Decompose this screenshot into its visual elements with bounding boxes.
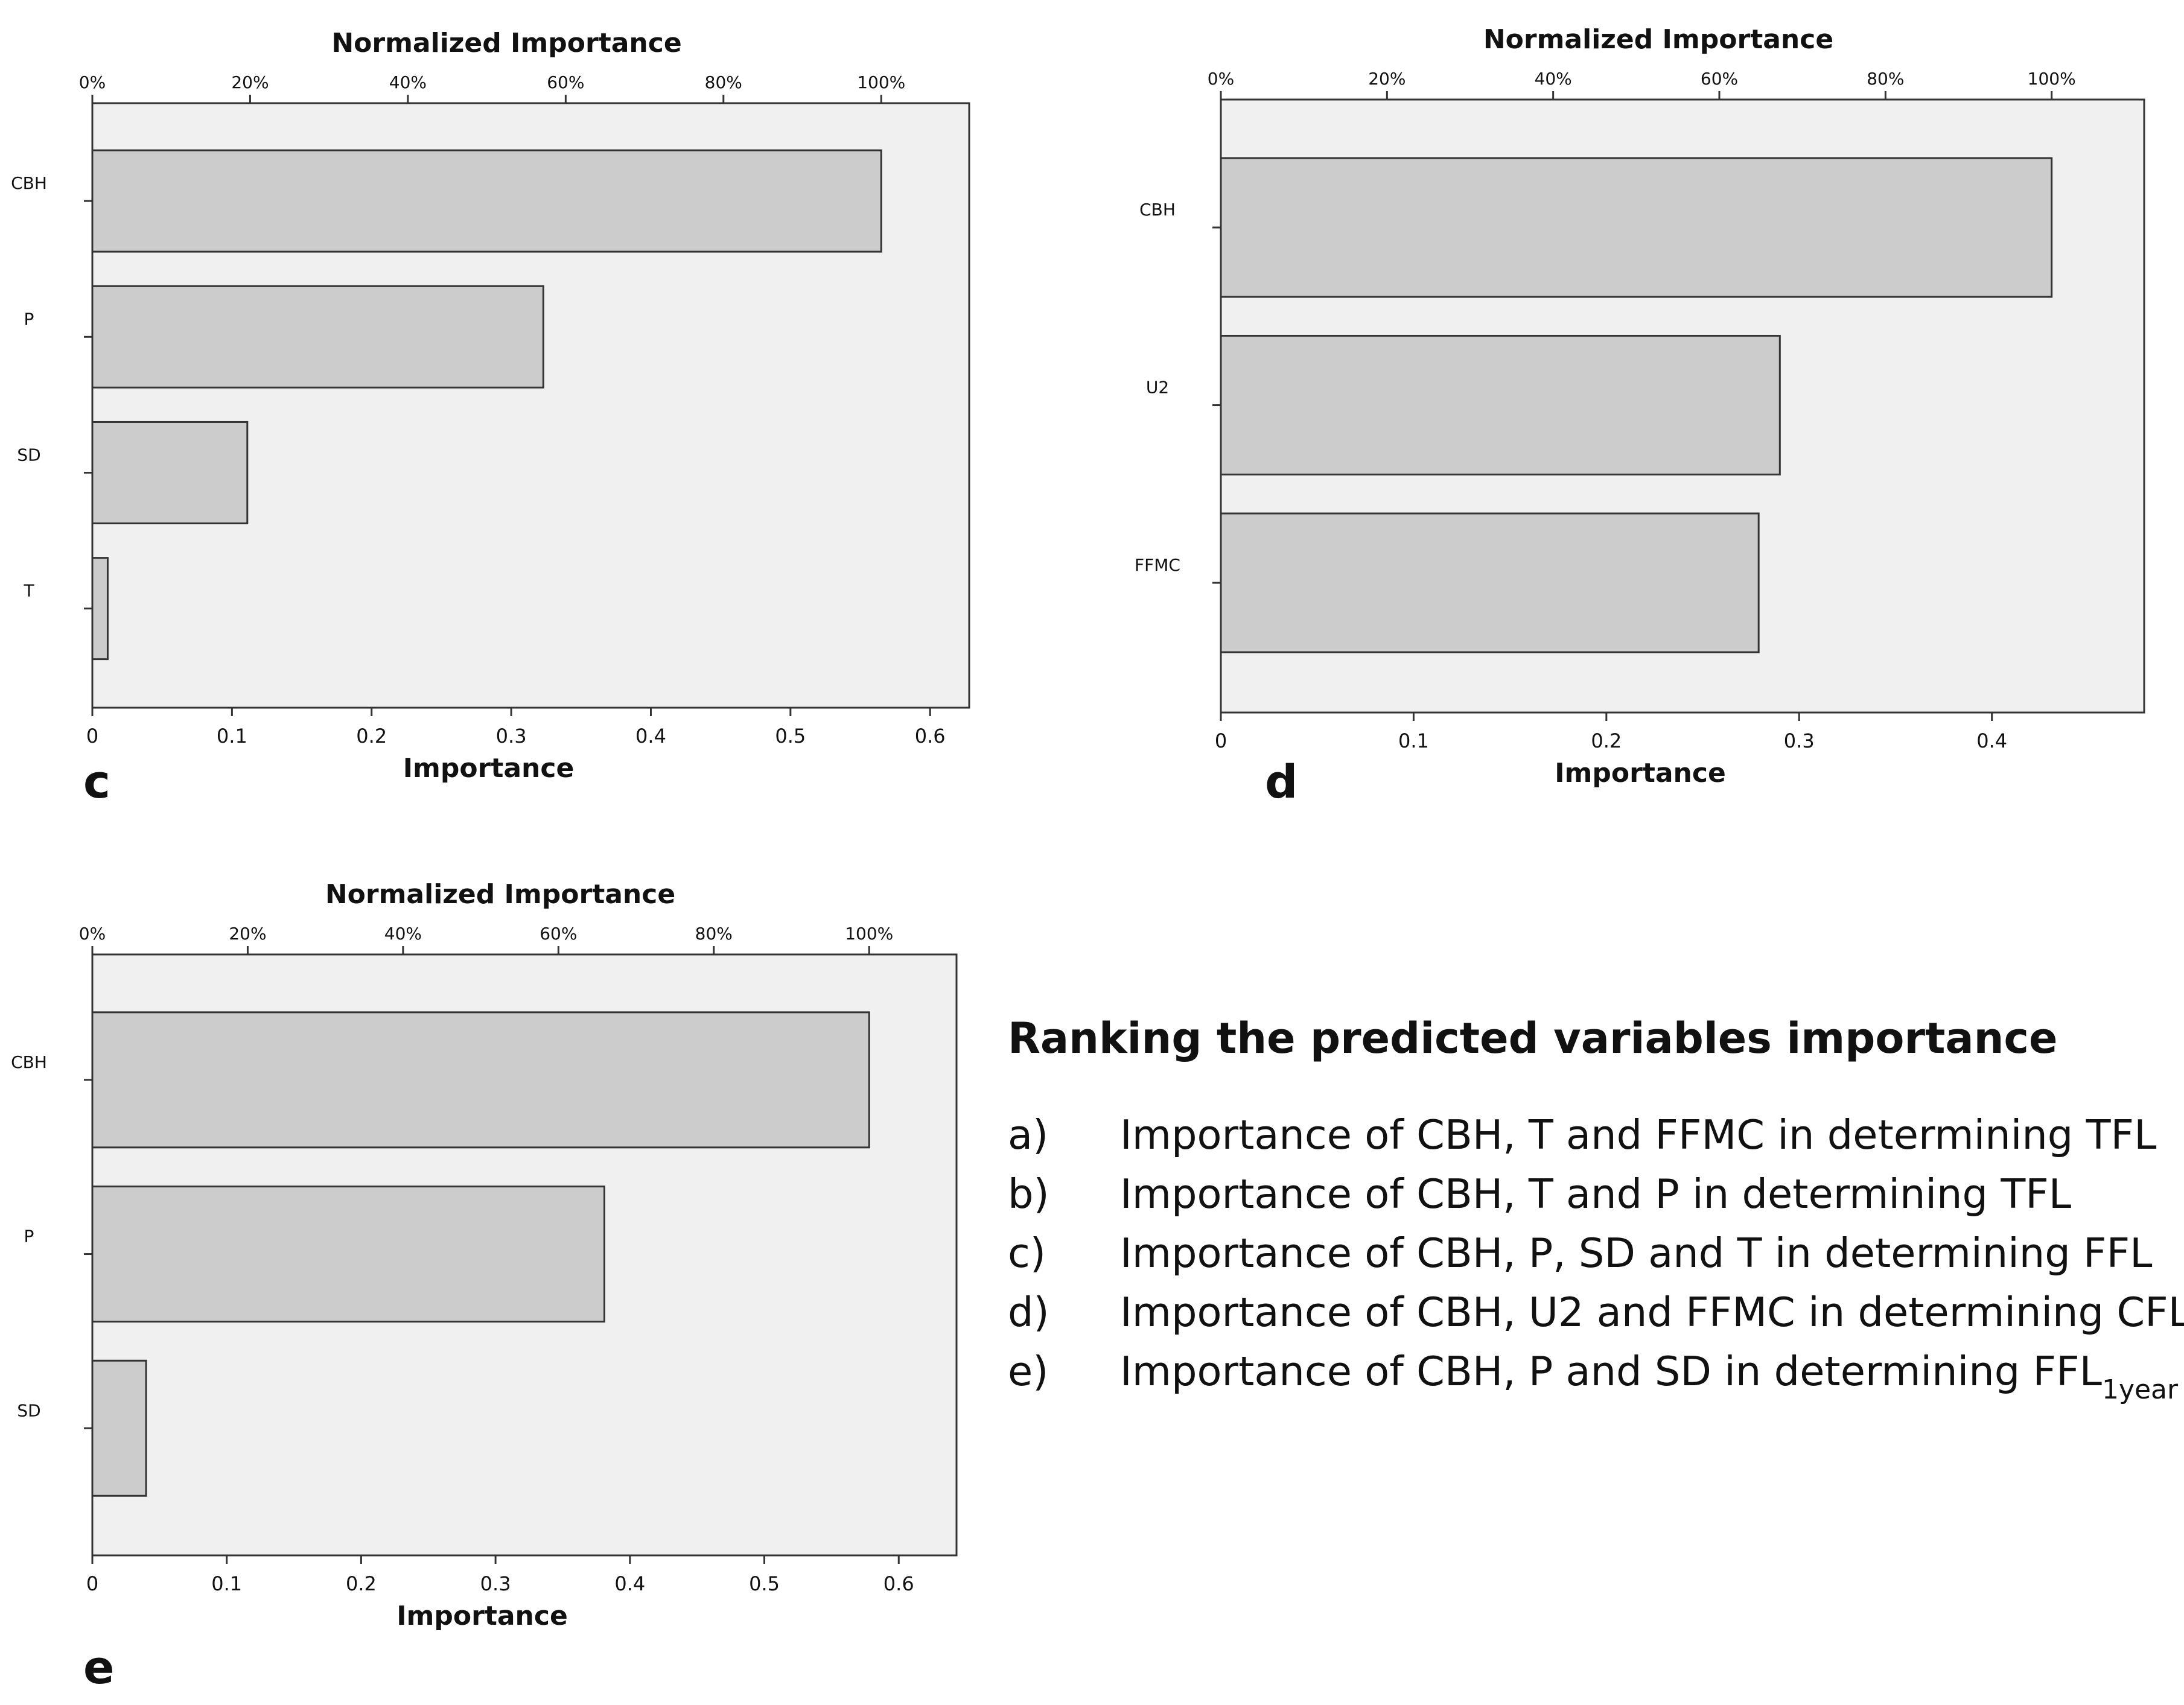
bar bbox=[91, 149, 882, 253]
x-tick-label: 0 bbox=[86, 725, 98, 748]
legend-item-label: a) bbox=[1008, 1111, 1049, 1158]
x-tick-label: 0.1 bbox=[217, 725, 247, 748]
bar bbox=[91, 1359, 147, 1497]
legend-item-text: Importance of CBH, P, SD and T in determ… bbox=[1120, 1230, 2153, 1277]
x-tick-label: 0.4 bbox=[1976, 729, 2007, 752]
bar bbox=[1220, 157, 2053, 298]
x-tick-label: 0.4 bbox=[635, 725, 666, 748]
legend-item-text: Importance of CBH, U2 and FFMC in determ… bbox=[1120, 1289, 2184, 1336]
top-tick-label: 20% bbox=[231, 72, 269, 92]
category-label: CBH bbox=[11, 1052, 47, 1072]
top-tick-label: 80% bbox=[1867, 69, 1904, 89]
legend-item-c: c) Importance of CBH, P, SD and T in det… bbox=[1008, 1230, 2179, 1289]
legend-item-text: Importance of CBH, P and SD in determini… bbox=[1120, 1348, 2179, 1405]
top-tick-label: 80% bbox=[695, 924, 733, 944]
category-label: P bbox=[24, 309, 34, 329]
chart-panel-e: Normalized Importance 0% 20% 40% 60% 80% 100% 0… bbox=[11, 879, 958, 1694]
x-tick-label: 0.3 bbox=[480, 1572, 511, 1595]
x-tick-label: 0.3 bbox=[496, 725, 527, 748]
legend-item-text: Importance of CBH, T and FFMC in determi… bbox=[1120, 1111, 2157, 1158]
x-axis-label: Importance bbox=[1555, 758, 1726, 789]
x-tick-label: 0.4 bbox=[614, 1572, 645, 1595]
x-tick-label: 0.2 bbox=[1591, 729, 1622, 752]
bar bbox=[91, 421, 249, 524]
legend-item-label: d) bbox=[1008, 1289, 1049, 1336]
bar bbox=[91, 1011, 870, 1149]
panel-letter: d bbox=[1265, 755, 1297, 808]
x-axis-label: Importance bbox=[403, 753, 575, 784]
x-tick-label: 0 bbox=[86, 1572, 98, 1595]
x-tick-label: 0.5 bbox=[749, 1572, 780, 1595]
category-label: FFMC bbox=[1135, 555, 1180, 575]
category-label: CBH bbox=[11, 173, 47, 193]
bar bbox=[1220, 512, 1760, 653]
top-tick-label: 100% bbox=[857, 72, 905, 92]
category-label: U2 bbox=[1146, 378, 1169, 398]
bar bbox=[91, 557, 109, 661]
top-tick-label: 40% bbox=[1535, 69, 1572, 89]
x-axis-label: Importance bbox=[396, 1601, 568, 1631]
category-label: SD bbox=[17, 445, 40, 465]
top-tick-label: 60% bbox=[540, 924, 577, 944]
top-tick-label: 0% bbox=[1208, 69, 1234, 89]
category-label: SD bbox=[17, 1400, 40, 1420]
top-tick-label: 20% bbox=[1368, 69, 1406, 89]
top-tick-label: 20% bbox=[229, 924, 266, 944]
legend-item-e: e) Importance of CBH, P and SD in determ… bbox=[1008, 1348, 2179, 1407]
x-tick-label: 0.1 bbox=[211, 1572, 242, 1595]
top-tick-label: 60% bbox=[547, 72, 584, 92]
bar bbox=[1220, 335, 1781, 476]
top-tick-label: 40% bbox=[389, 72, 427, 92]
legend-title: Ranking the predicted variables importan… bbox=[1008, 1014, 2058, 1063]
bar bbox=[91, 285, 544, 389]
category-label: T bbox=[23, 581, 34, 601]
legend-item-b: b) Importance of CBH, T and P in determi… bbox=[1008, 1170, 2179, 1230]
top-axis-title: Normalized Importance bbox=[325, 879, 675, 910]
x-tick-label: 0 bbox=[1215, 729, 1227, 752]
top-tick-label: 0% bbox=[79, 924, 106, 944]
x-tick-label: 0.6 bbox=[883, 1572, 914, 1595]
x-tick-label: 0.6 bbox=[915, 725, 946, 748]
legend-block: Ranking the predicted variables importan… bbox=[1008, 1014, 2184, 1407]
legend-item-label: b) bbox=[1008, 1170, 1049, 1218]
category-label: CBH bbox=[1139, 200, 1176, 220]
top-axis-title: Normalized Importance bbox=[331, 28, 681, 59]
legend-item-label: e) bbox=[1008, 1348, 1049, 1395]
legend-item-d: d) Importance of CBH, U2 and FFMC in det… bbox=[1008, 1289, 2184, 1348]
legend-item-label: c) bbox=[1008, 1230, 1046, 1277]
top-tick-label: 100% bbox=[2028, 69, 2076, 89]
panel-letter: c bbox=[83, 755, 110, 808]
panel-letter: e bbox=[83, 1640, 115, 1694]
top-tick-label: 80% bbox=[705, 72, 742, 92]
x-tick-label: 0.1 bbox=[1398, 729, 1429, 752]
legend-item-a: a) Importance of CBH, T and FFMC in dete… bbox=[1008, 1111, 2179, 1170]
top-tick-label: 40% bbox=[384, 924, 422, 944]
bar bbox=[91, 1186, 606, 1323]
x-tick-label: 0.2 bbox=[346, 1572, 377, 1595]
top-tick-label: 0% bbox=[79, 72, 106, 92]
x-tick-label: 0.2 bbox=[356, 725, 387, 748]
x-tick-label: 0.5 bbox=[775, 725, 806, 748]
top-tick-label: 60% bbox=[1701, 69, 1738, 89]
x-tick-label: 0.3 bbox=[1784, 729, 1815, 752]
top-axis-title: Normalized Importance bbox=[1483, 24, 1833, 55]
top-tick-label: 100% bbox=[845, 924, 893, 944]
legend-item-text: Importance of CBH, T and P in determinin… bbox=[1120, 1170, 2072, 1218]
chart-panel-d: Normalized Importance 0% 20% 40% 60% 80% 100% 0… bbox=[1135, 24, 2145, 808]
chart-panel-c: Normalized Importance 0% 20% 40% 60% 80% 100% 0… bbox=[11, 28, 970, 808]
category-label: P bbox=[24, 1227, 34, 1246]
